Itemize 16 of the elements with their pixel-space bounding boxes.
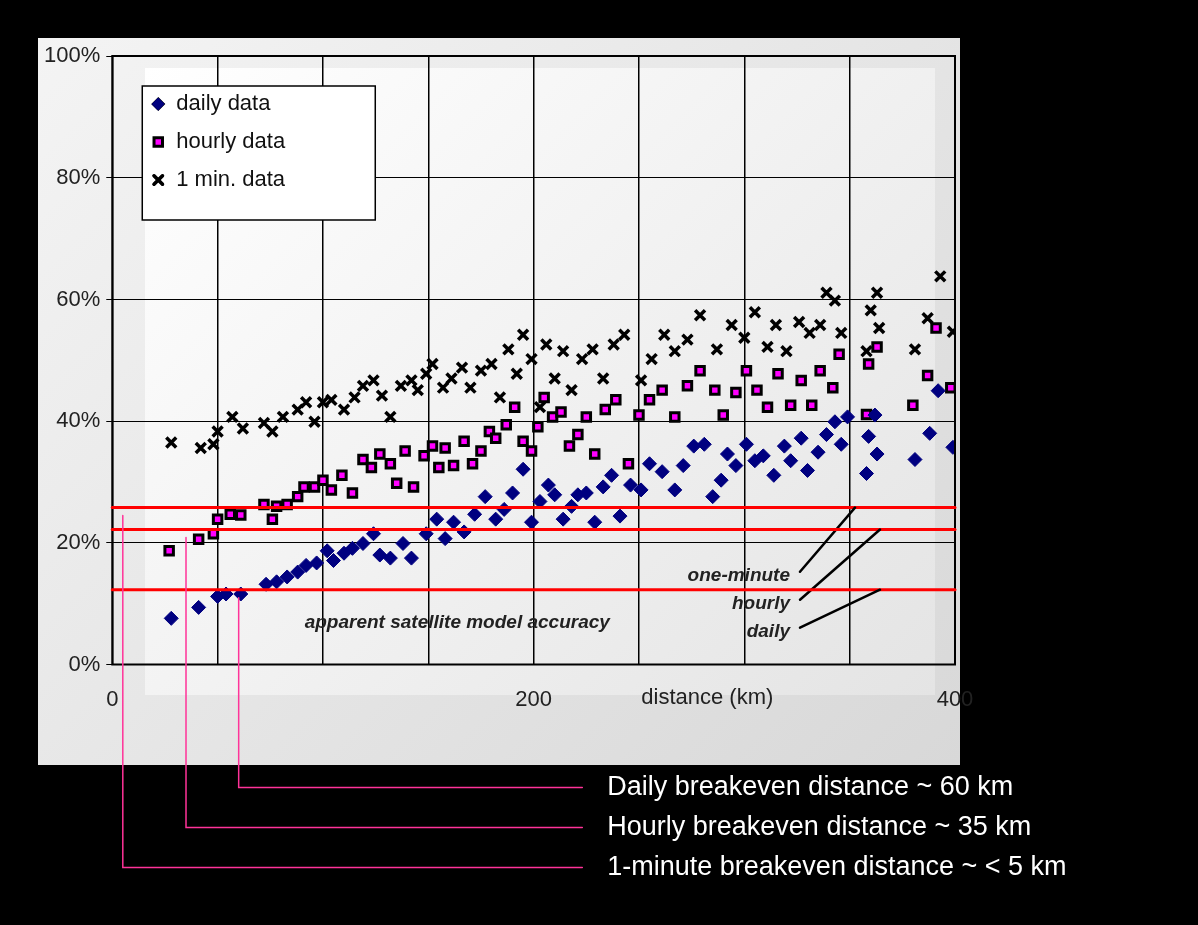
x-axis-title: distance (km) — [641, 683, 774, 709]
x-tick-label: 0 — [106, 685, 119, 711]
ref-line-label: Daily breakeven distance ~ 60 km — [607, 771, 1014, 802]
legend-label: 1 min. data — [176, 166, 286, 192]
legend-label: daily data — [176, 90, 272, 116]
ref-line-label: Hourly breakeven distance ~ 35 km — [607, 811, 1032, 842]
y-tick-label: 100% — [43, 42, 101, 68]
y-tick-label: 20% — [56, 528, 101, 554]
ref-line-label: 1-minute breakeven distance ~ < 5 km — [607, 851, 1067, 882]
y-tick-label: 0% — [68, 650, 101, 676]
y-tick-label: 80% — [56, 163, 101, 189]
y-tick-label: 40% — [56, 407, 101, 433]
y-tick-label: 60% — [56, 285, 101, 311]
ref-line-label: daily — [746, 619, 792, 641]
legend-label: hourly data — [176, 128, 286, 154]
x-tick-label: 200 — [515, 685, 552, 711]
